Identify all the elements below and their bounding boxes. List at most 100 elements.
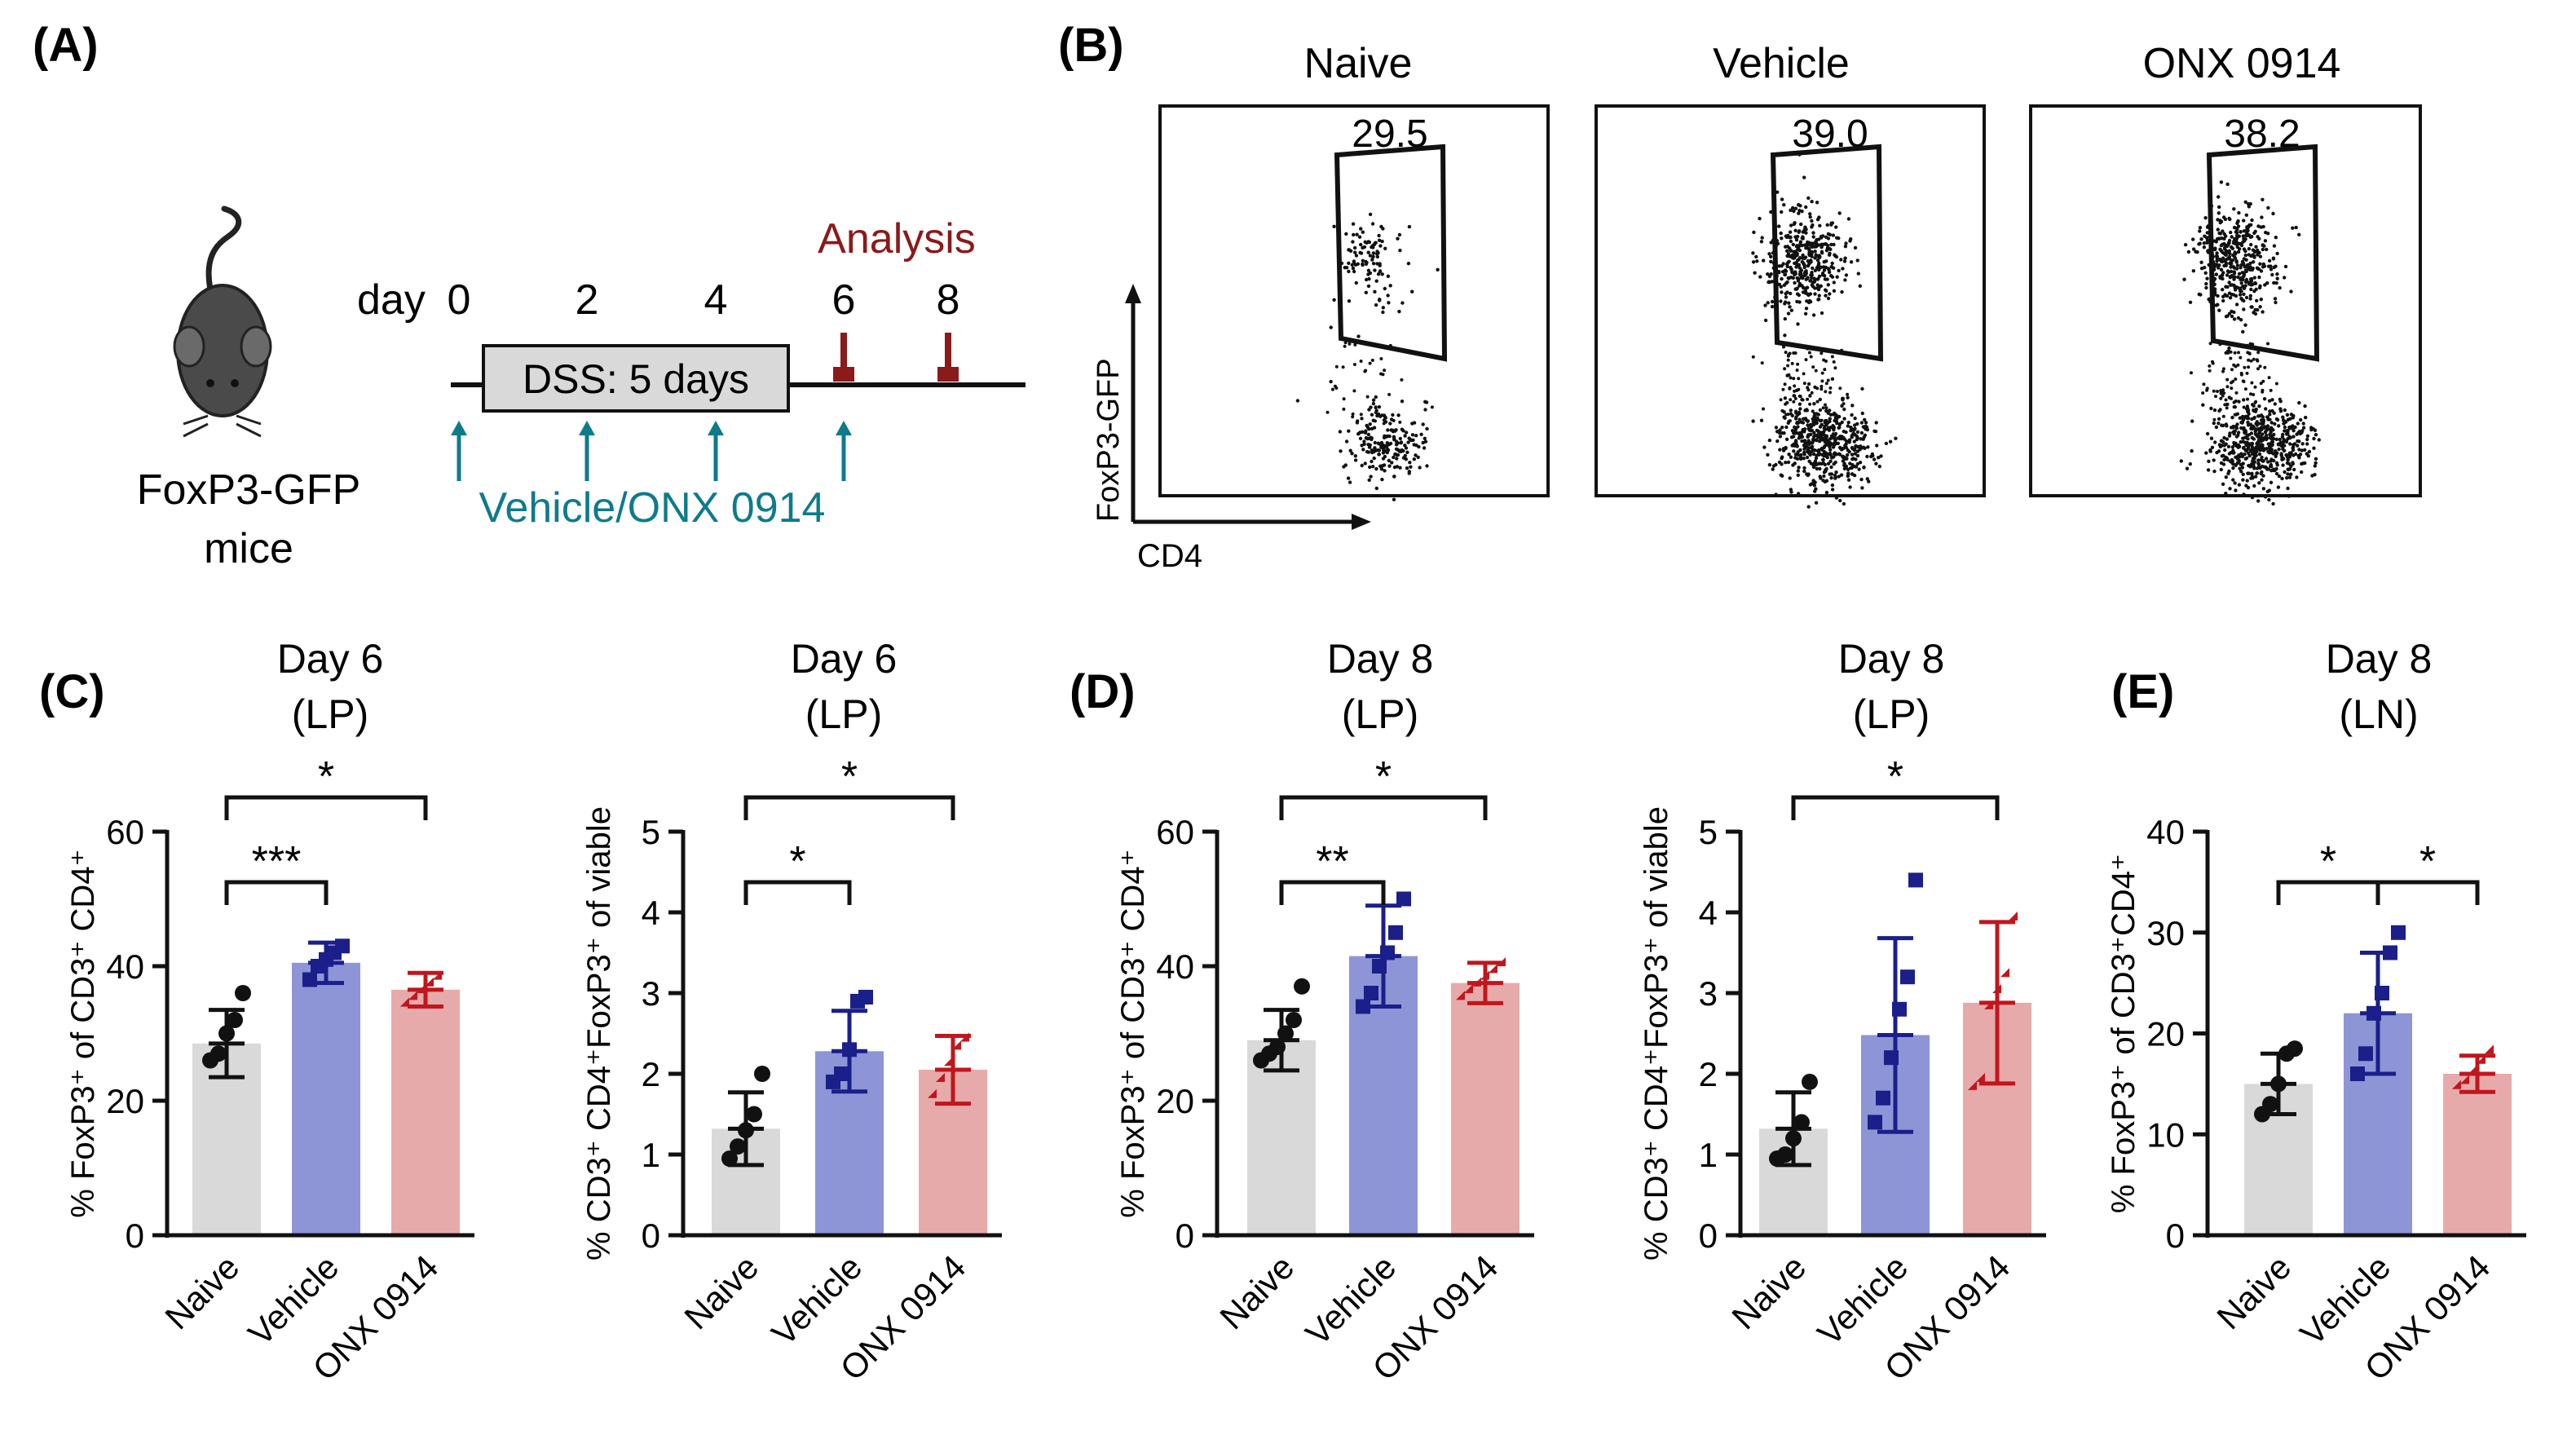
data-point — [1364, 986, 1378, 1000]
y-tick-label: 3 — [642, 974, 660, 1013]
y-tick-label: 20 — [1156, 1082, 1194, 1120]
x-tick-label: Naive — [677, 1247, 765, 1336]
bar-chart-c-day6-foxp3: Day 6 (LP) 0 20 40 60% FoxP3⁺ of CD3⁺ CD4⁺ Nai… — [65, 636, 474, 1388]
significance-label: * — [789, 838, 805, 885]
data-point — [730, 1138, 746, 1155]
data-point — [1464, 984, 1474, 994]
significance-label: ** — [1316, 838, 1348, 885]
y-tick-label: 20 — [106, 1082, 144, 1120]
y-tick-label: 40 — [2146, 813, 2185, 851]
data-point — [1388, 925, 1403, 940]
significance-bracket: * — [743, 753, 955, 820]
data-point — [1884, 1050, 1899, 1066]
flow-plot-naive: Naive 29.5 — [1158, 40, 1550, 501]
y-tick-label: 2 — [1699, 1055, 1718, 1093]
x-tick-label: Vehicle — [1810, 1247, 1915, 1353]
data-point — [1472, 977, 1482, 987]
data-point — [1900, 969, 1915, 985]
y-tick-label: 60 — [106, 813, 144, 851]
y-tick-label: 20 — [2146, 1015, 2185, 1053]
data-point — [2391, 925, 2406, 940]
treatment-label: Vehicle/ONX 0914 — [479, 484, 826, 532]
day-label: day — [357, 276, 426, 324]
data-point — [2366, 1005, 2381, 1021]
panel-label-c: (C) — [39, 665, 105, 718]
day-8: 8 — [937, 276, 960, 324]
y-tick-label: 40 — [106, 947, 144, 986]
day-4: 4 — [704, 276, 728, 324]
data-point — [235, 985, 251, 1001]
data-point — [2262, 1096, 2278, 1113]
y-tick-label: 0 — [1176, 1216, 1194, 1255]
significance-bracket: * — [2276, 838, 2380, 905]
data-point — [2350, 1066, 2365, 1081]
data-point — [2468, 1065, 2478, 1075]
data-point — [2270, 1075, 2287, 1093]
chart-title-line2: (LP) — [805, 691, 882, 737]
data-point — [2383, 945, 2397, 960]
x-tick-label: Vehicle — [1298, 1247, 1403, 1353]
y-tick-label: 0 — [126, 1216, 144, 1255]
panel-label-e: (E) — [2111, 665, 2174, 718]
data-point — [2009, 911, 2018, 921]
y-axis-label: % CD3⁺ CD4⁺FoxP3⁺ of viable — [581, 806, 617, 1261]
significance-bracket: * — [1791, 753, 2000, 820]
dots-naive — [1295, 212, 1440, 501]
x-tick-label: Naive — [157, 1247, 246, 1336]
day-2: 2 — [576, 276, 599, 324]
data-point — [1785, 1130, 1802, 1147]
data-point — [1294, 978, 1310, 995]
bar-chart-d-day8-foxp3: Day 8 (LP) 0 20 40 60% FoxP3⁺ of CD3⁺ CD4⁺ Nai… — [1115, 636, 1534, 1388]
x-tick-label: Vehicle — [764, 1247, 869, 1353]
data-point — [1269, 1039, 1286, 1055]
data-point — [2287, 1040, 2303, 1057]
data-point — [302, 972, 317, 987]
data-point — [408, 991, 418, 1000]
flow-plot-vehicle: Vehicle 39.0 — [1595, 40, 1986, 509]
data-point — [1868, 1115, 1882, 1130]
significance-label: * — [2320, 838, 2336, 885]
data-point — [952, 1040, 962, 1050]
data-point — [417, 984, 426, 994]
treatment-arrows — [451, 421, 852, 481]
significance-bracket: *** — [224, 838, 329, 905]
bar-onx-0914 — [1451, 982, 1520, 1235]
chart-title-line1: Day 6 — [791, 636, 898, 682]
significance-label: *** — [252, 838, 302, 885]
data-point — [1892, 1001, 1907, 1017]
y-tick-label: 5 — [1699, 813, 1718, 851]
y-tick-label: 3 — [1699, 974, 1718, 1013]
analysis-marker-day8 — [937, 333, 959, 382]
data-point — [218, 1025, 235, 1042]
data-point — [210, 1045, 227, 1062]
data-point — [834, 1066, 849, 1081]
y-tick-label: 2 — [642, 1055, 660, 1093]
dots-vehicle — [1751, 152, 1898, 509]
significance-bracket: * — [743, 838, 852, 905]
bar-onx-0914 — [2443, 1074, 2512, 1235]
data-point — [2460, 1075, 2470, 1084]
data-point — [1802, 1073, 1818, 1090]
data-point — [1356, 999, 1370, 1014]
y-tick-label: 0 — [2166, 1216, 2185, 1255]
data-point — [1277, 1025, 1294, 1042]
data-point — [1992, 984, 2002, 994]
data-point — [1968, 1080, 1978, 1090]
data-point — [1497, 957, 1506, 967]
data-point — [1976, 1072, 1986, 1082]
data-point — [1380, 945, 1395, 960]
y-tick-label: 1 — [1699, 1136, 1718, 1174]
y-tick-label: 5 — [642, 813, 660, 851]
y-tick-label: 0 — [642, 1216, 660, 1255]
chart-title-line2: (LP) — [1342, 691, 1418, 737]
chart-title-line2: (LP) — [1853, 691, 1930, 737]
data-point — [960, 1032, 970, 1042]
y-tick-label: 60 — [1156, 813, 1194, 851]
bar-chart-e-day8-ln: Day 8 (LN) 0 10 20 30 40% FoxP3⁺ of CD3⁺CD4⁺ Na… — [2106, 636, 2526, 1388]
data-point — [1456, 991, 1466, 1000]
y-tick-label: 30 — [2146, 914, 2185, 952]
data-point — [1777, 1146, 1793, 1163]
data-point — [738, 1122, 754, 1139]
x-tick-label: Naive — [1212, 1247, 1301, 1336]
